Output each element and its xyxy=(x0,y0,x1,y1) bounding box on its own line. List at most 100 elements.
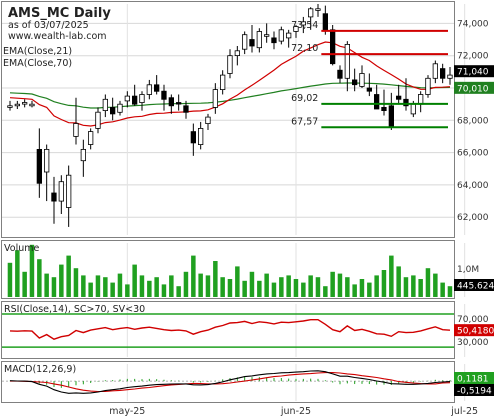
last-close-tag: 71,040 xyxy=(454,65,494,78)
ema-lines xyxy=(9,41,451,127)
candle-body xyxy=(36,148,42,184)
volume-bar xyxy=(132,264,137,297)
last-volume-tag-box xyxy=(454,279,494,291)
candle xyxy=(403,78,409,111)
resistance-level-label: 72,10 xyxy=(291,43,318,54)
candle-body xyxy=(395,95,402,100)
price-tick-label: 62,000 xyxy=(457,213,489,223)
volume-bar xyxy=(389,255,394,297)
volume-bar xyxy=(154,277,159,297)
candle xyxy=(205,113,211,130)
candle xyxy=(278,26,285,45)
last-close-tag-text: 71,040 xyxy=(457,68,489,78)
candle-body xyxy=(95,111,101,129)
volume-bar xyxy=(352,284,357,297)
candle xyxy=(285,29,292,48)
volume-bar xyxy=(22,271,27,297)
candle xyxy=(256,28,263,53)
candle xyxy=(161,84,167,111)
candle-body xyxy=(175,102,182,105)
volume-bar xyxy=(235,266,240,297)
macd-value-tag-2: -0,5194 xyxy=(454,384,494,397)
candle xyxy=(88,128,94,150)
candle-body xyxy=(227,55,233,74)
last-close-tag-box xyxy=(454,65,494,78)
candle-body xyxy=(73,123,79,137)
candle xyxy=(293,25,299,38)
candle-body xyxy=(212,89,219,108)
volume-bar xyxy=(337,273,343,297)
last-ema-tag-text: 70,010 xyxy=(457,84,489,94)
candle xyxy=(110,97,116,121)
candle xyxy=(58,175,64,214)
price-panel xyxy=(1,1,455,238)
candle xyxy=(36,128,42,198)
candle xyxy=(366,73,373,97)
candle-body xyxy=(322,13,329,31)
candle-body xyxy=(80,148,86,162)
volume-bar xyxy=(7,262,13,297)
volume-bar xyxy=(374,275,379,297)
candle xyxy=(234,46,241,66)
candle-body xyxy=(263,34,270,37)
candle xyxy=(197,121,204,150)
last-ema-tag-box xyxy=(454,81,494,94)
volume-bar xyxy=(293,279,299,297)
volume-bar xyxy=(359,279,365,297)
volume-bar xyxy=(95,275,101,297)
candle-body xyxy=(344,44,351,79)
volume-bar xyxy=(51,277,57,297)
candle-body xyxy=(44,148,50,173)
price-tick-label: 68,000 xyxy=(457,116,489,126)
date-axis-labels: may-25 jun-25 jul-25 xyxy=(109,406,478,417)
candle xyxy=(73,97,79,145)
candle xyxy=(168,94,175,114)
macd-plot xyxy=(2,370,454,394)
candle xyxy=(381,89,387,116)
candle-body xyxy=(359,73,365,87)
volume-bar xyxy=(110,282,115,297)
price-tick-label: 74,000 xyxy=(457,19,489,29)
candle-body xyxy=(307,8,314,18)
candle xyxy=(373,84,380,110)
legend-ema70: EMA(Close,70) xyxy=(3,58,72,69)
last-rsi-tag-text: 50,4180 xyxy=(457,327,494,337)
candle xyxy=(102,94,108,118)
last-value-tags: 71,040 70,010 445.624 50,4180 0,1181 -0,5194 xyxy=(454,65,494,397)
candle-body xyxy=(447,74,453,79)
candle xyxy=(344,41,351,92)
volume-bar xyxy=(147,280,152,297)
volume-bar xyxy=(139,275,145,297)
chart-title: AMS_MC Daily xyxy=(8,6,111,21)
last-rsi-tag-box xyxy=(454,324,494,337)
candle xyxy=(439,63,446,84)
candle-body xyxy=(249,39,255,47)
resistance-level-label: 73,54 xyxy=(291,20,318,31)
macd-signal-line xyxy=(10,372,451,393)
candle-body xyxy=(131,95,138,105)
volume-bar xyxy=(271,282,277,297)
candle-body xyxy=(21,102,28,105)
candle xyxy=(66,165,72,227)
candle xyxy=(175,94,182,111)
candle xyxy=(29,100,35,108)
candle-body xyxy=(161,90,167,100)
candle-body xyxy=(124,95,130,102)
rsi-plot xyxy=(2,313,454,348)
volume-bar xyxy=(433,273,438,297)
site-url: www.wealth-lab.com xyxy=(8,31,107,42)
volume-bar xyxy=(220,277,225,297)
volume-bar xyxy=(117,273,123,297)
candle xyxy=(425,75,431,98)
last-rsi-tag: 50,4180 xyxy=(454,324,494,337)
candle xyxy=(7,100,13,111)
candle xyxy=(44,144,50,202)
candle-body xyxy=(7,105,13,108)
macd-value-tag-box xyxy=(454,372,494,384)
last-volume-tag: 445.624 xyxy=(454,279,494,292)
volume-bar xyxy=(286,275,291,297)
legend-ema21: EMA(Close,21) xyxy=(3,46,72,57)
volume-bar xyxy=(447,286,453,297)
candle-body xyxy=(425,77,431,95)
volume-bar xyxy=(367,282,372,297)
